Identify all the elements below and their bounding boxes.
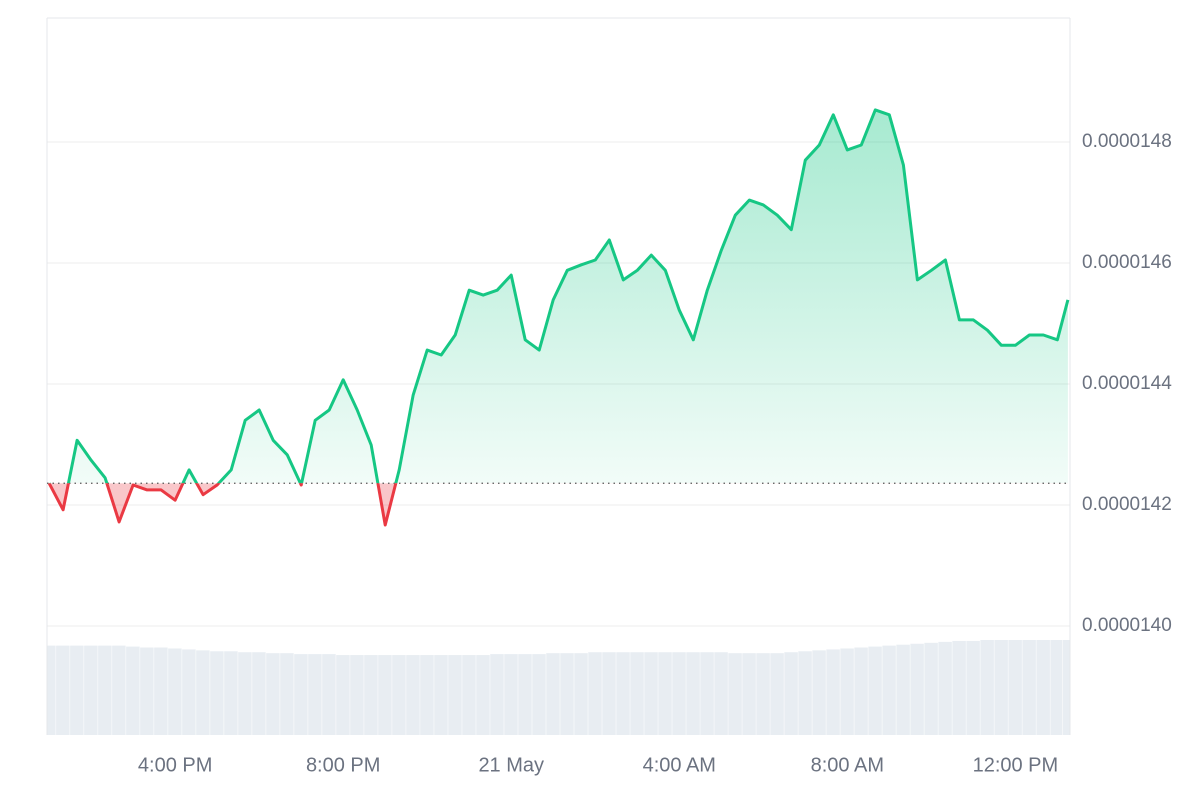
area-above — [49, 109, 1068, 484]
volume-bar — [322, 654, 336, 735]
volume-bar — [98, 645, 112, 735]
y-tick-label: 0.0000148 — [1082, 131, 1172, 152]
volume-bar — [47, 645, 56, 735]
volume-bar — [476, 655, 490, 735]
volume-bar — [1022, 640, 1036, 735]
volume-bar — [532, 654, 546, 735]
volume-bar — [700, 652, 714, 735]
volume-bar — [112, 645, 126, 735]
volume-bar — [882, 645, 896, 735]
volume-bar — [392, 655, 406, 735]
volume-bar — [294, 654, 308, 735]
price-line-up — [49, 108, 1070, 484]
volume-bar — [924, 642, 938, 735]
volume-bar — [672, 652, 686, 735]
volume-bar — [574, 653, 588, 735]
volume-bar — [756, 653, 770, 735]
volume-bar — [546, 653, 560, 735]
volume-bar — [140, 647, 154, 735]
volume-bar — [350, 655, 364, 735]
volume-bar — [714, 652, 728, 735]
y-tick-label: 0.0000142 — [1082, 494, 1172, 515]
volume-bar — [770, 653, 784, 735]
volume-bar — [644, 652, 658, 735]
volume-bar — [168, 648, 182, 735]
volume-bar — [560, 653, 574, 735]
volume-bar — [686, 652, 700, 735]
volume-bar — [490, 654, 504, 735]
volume-bar — [252, 652, 266, 735]
volume-bar — [854, 647, 868, 735]
volume-bar — [364, 655, 378, 735]
volume-bar — [1008, 640, 1022, 735]
volume-bar — [182, 649, 196, 735]
volume-bar — [336, 655, 350, 735]
y-tick-label: 0.0000140 — [1082, 615, 1172, 636]
volume-bar — [952, 640, 966, 735]
volume-bar — [434, 655, 448, 735]
volume-bar — [784, 652, 798, 735]
volume-bar — [896, 644, 910, 735]
price-layer — [47, 108, 1070, 527]
volume-bar — [826, 649, 840, 735]
volume-bar — [196, 650, 210, 735]
grid-layer: 0.0000140 0.0000142 0.0000144 0.0000146 0.00… — [47, 131, 1172, 776]
y-tick-label: 0.0000144 — [1082, 373, 1172, 394]
volume-bar — [658, 652, 672, 735]
volume-bar — [126, 646, 140, 735]
volume-bar — [966, 640, 980, 735]
volume-bar — [798, 651, 812, 735]
volume-bar — [1050, 640, 1063, 735]
volume-bar — [448, 655, 462, 735]
volume-bar — [910, 643, 924, 735]
volume-bar — [938, 641, 952, 735]
volume-bar — [868, 646, 882, 735]
volume-bar — [406, 655, 420, 735]
y-tick-label: 0.0000146 — [1082, 252, 1172, 273]
volume-bar — [1036, 640, 1050, 735]
volume-bar — [630, 652, 644, 735]
x-tick-label: 8:00 AM — [811, 754, 884, 776]
volume-bar — [728, 653, 742, 735]
volume-bar — [420, 655, 434, 735]
volume-bar — [462, 655, 476, 735]
volume-bar — [812, 650, 826, 735]
volume-bar — [210, 651, 224, 735]
volume-layer — [47, 640, 1070, 735]
volume-bar — [616, 652, 630, 735]
volume-bar — [238, 652, 252, 735]
volume-bar — [994, 640, 1008, 735]
volume-bar — [224, 651, 238, 735]
volume-bar — [56, 645, 70, 735]
volume-bar — [588, 652, 602, 735]
volume-bar — [70, 645, 84, 735]
x-tick-label: 4:00 AM — [643, 754, 716, 776]
x-tick-label: 8:00 PM — [306, 754, 380, 776]
volume-bar — [742, 653, 756, 735]
x-tick-label: 4:00 PM — [138, 754, 212, 776]
volume-bar — [518, 654, 532, 735]
volume-bar — [378, 655, 392, 735]
area-below — [49, 483, 396, 525]
volume-bar — [154, 647, 168, 735]
volume-bar — [266, 653, 280, 735]
volume-bar — [308, 654, 322, 735]
volume-bar — [84, 645, 98, 735]
volume-bar — [280, 653, 294, 735]
volume-bar — [504, 654, 518, 735]
volume-bar — [840, 648, 854, 735]
volume-bar — [980, 640, 994, 735]
x-tick-label: 12:00 PM — [973, 754, 1059, 776]
volume-bar — [602, 652, 616, 735]
x-tick-label: 21 May — [478, 754, 544, 776]
volume-bar — [1062, 640, 1070, 735]
